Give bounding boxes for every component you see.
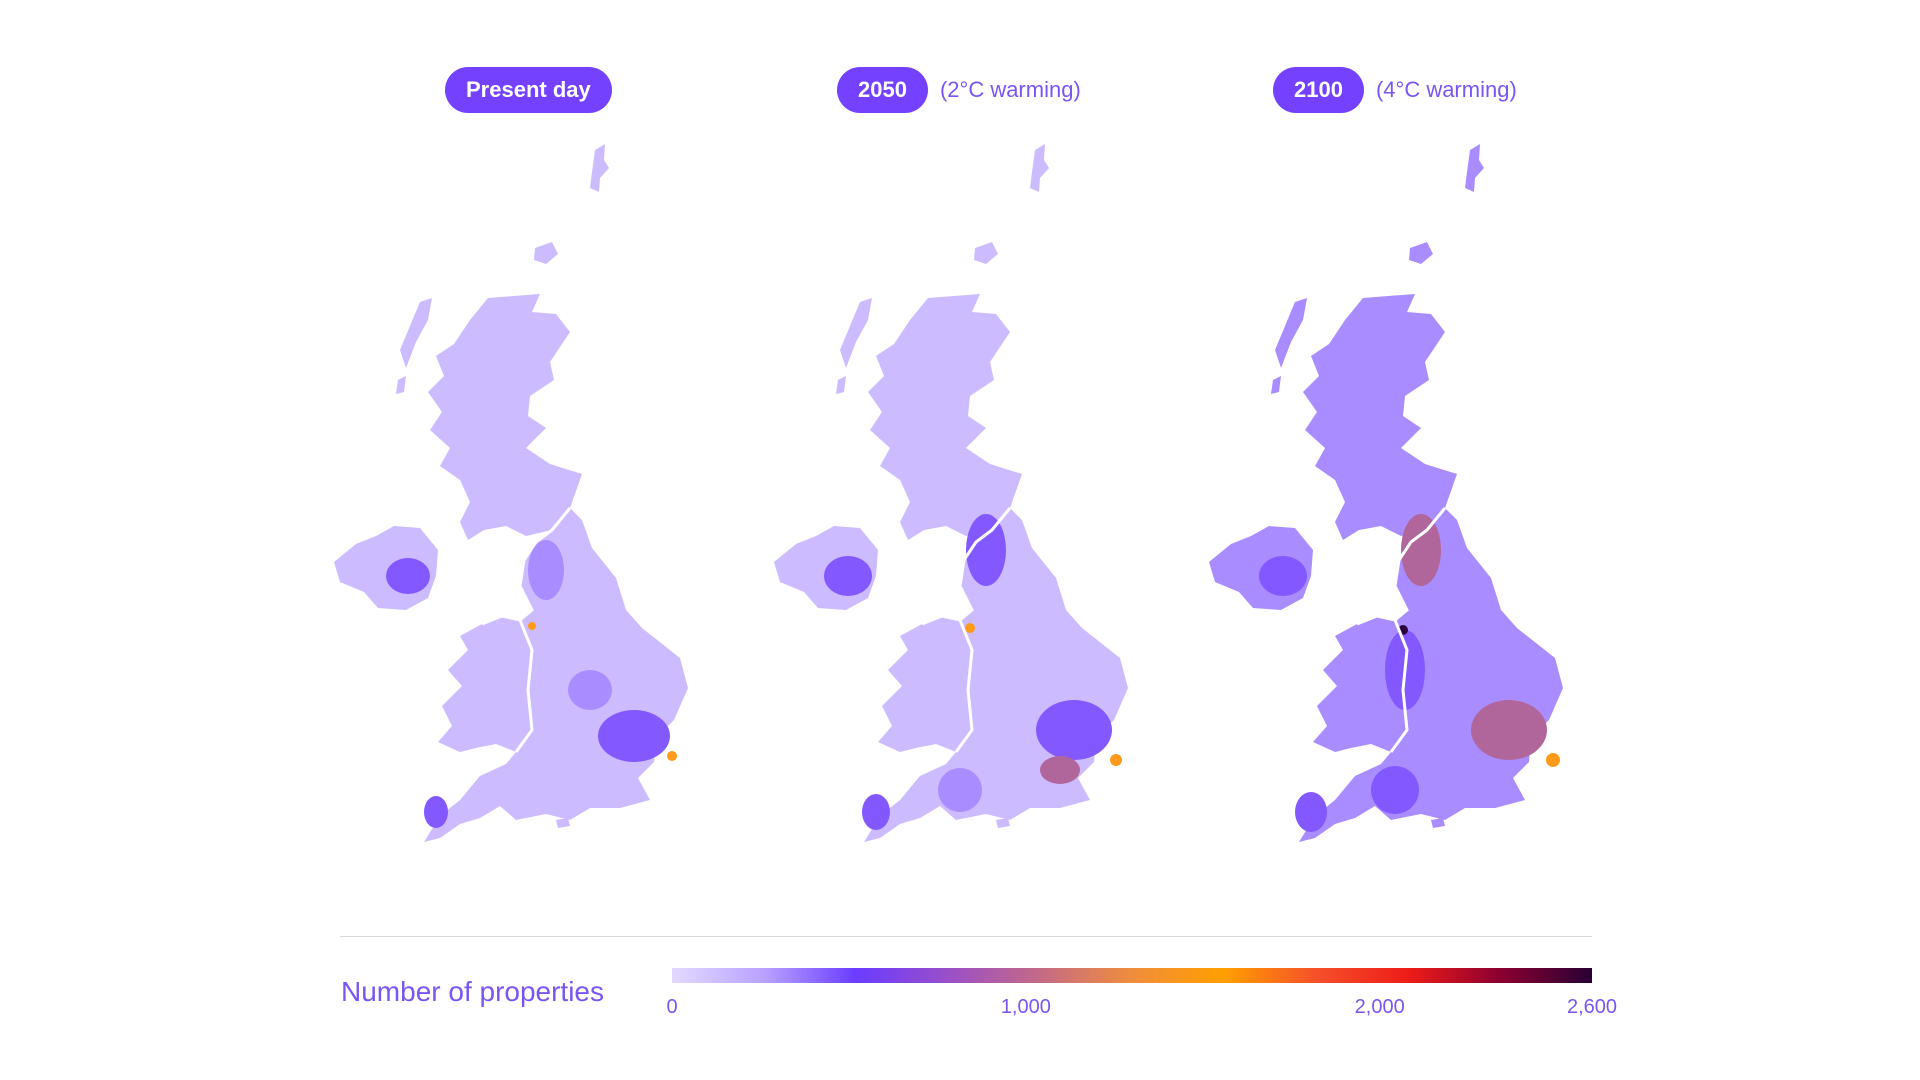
- panel-note-2050: (2°C warming): [939, 77, 1081, 102]
- map-2100: [1209, 144, 1563, 842]
- legend-title: Number of properties: [341, 976, 605, 1007]
- legend-tick: 0: [666, 996, 678, 1018]
- divider-line: [340, 936, 1592, 937]
- panel-label-present: Present day: [445, 67, 612, 113]
- map-2050: [774, 144, 1128, 842]
- hotspots: [386, 540, 677, 828]
- panel-note-2100: (4°C warming): [1375, 77, 1517, 102]
- legend-tick: 1,000: [1000, 996, 1051, 1018]
- border-lines: [481, 507, 572, 753]
- border-lines: [921, 507, 1012, 753]
- border-lines: [1356, 507, 1447, 753]
- legend-color-bar: [672, 968, 1592, 983]
- panel-header-present: Present day: [445, 66, 612, 114]
- panel-label-2100: 2100: [1273, 67, 1364, 113]
- legend-tick: 2,600: [1566, 996, 1618, 1018]
- map-present-day: [334, 144, 688, 842]
- panel-header-2100: 2100 (4°C warming): [1273, 66, 1517, 114]
- hotspots: [824, 514, 1122, 830]
- panel-header-2050: 2050 (2°C warming): [837, 66, 1081, 114]
- panel-label-2050: 2050: [837, 67, 928, 113]
- legend-tick: 2,000: [1354, 996, 1405, 1018]
